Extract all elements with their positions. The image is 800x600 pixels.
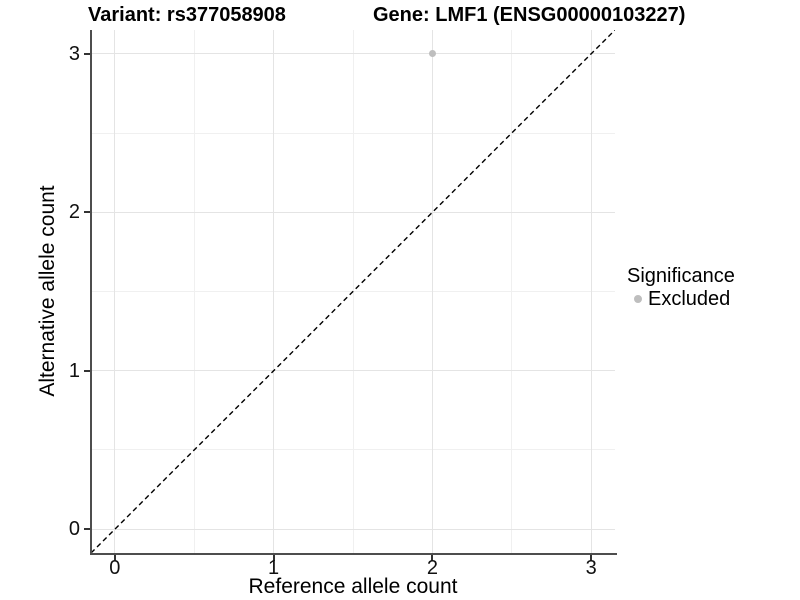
y-tick-label-1: 1 (68, 359, 80, 382)
x-axis-line (90, 553, 617, 555)
y-gridline-minor-0 (91, 449, 615, 451)
x-gridline-major-2 (431, 30, 433, 553)
y-gridline-major-3 (91, 53, 615, 55)
y-tick-1 (84, 369, 90, 372)
y-axis-line (90, 30, 92, 555)
y-tick-label-2: 2 (68, 201, 80, 224)
x-tick-label-2: 2 (426, 557, 438, 579)
x-tick-2 (431, 555, 434, 561)
y-gridline-minor-2 (91, 132, 615, 134)
legend-title: Significance (627, 265, 735, 287)
legend-item-label: Excluded (648, 288, 731, 310)
x-axis-title: Reference allele count (248, 575, 458, 598)
legend-item-excluded: Excluded (627, 289, 735, 309)
x-tick-3 (590, 555, 593, 561)
y-gridline-major-1 (91, 370, 615, 372)
y-tick-label-3: 3 (68, 42, 80, 65)
x-gridline-major-1 (273, 30, 275, 553)
plot-title-gene: Gene: LMF1 (ENSG00000103227) (373, 4, 686, 26)
data-point-excluded-0 (428, 50, 436, 58)
y-tick-label-0: 0 (68, 518, 80, 541)
x-tick-1 (272, 555, 275, 561)
legend-point-icon (634, 295, 642, 303)
plot-panel (91, 30, 615, 553)
x-tick-0 (113, 555, 116, 561)
y-gridline-major-2 (91, 211, 615, 213)
identity-line (91, 30, 615, 553)
y-gridline-major-0 (91, 528, 615, 530)
x-tick-label-1: 1 (268, 557, 280, 579)
legend: Significance Excluded (627, 265, 735, 310)
y-tick-3 (84, 52, 90, 55)
x-gridline-major-3 (590, 30, 592, 553)
x-gridline-major-0 (114, 30, 116, 553)
x-tick-label-3: 3 (585, 557, 597, 579)
y-tick-2 (84, 211, 90, 214)
plot-title-variant: Variant: rs377058908 (88, 4, 286, 26)
x-tick-label-0: 0 (109, 557, 121, 579)
y-tick-0 (84, 528, 90, 531)
